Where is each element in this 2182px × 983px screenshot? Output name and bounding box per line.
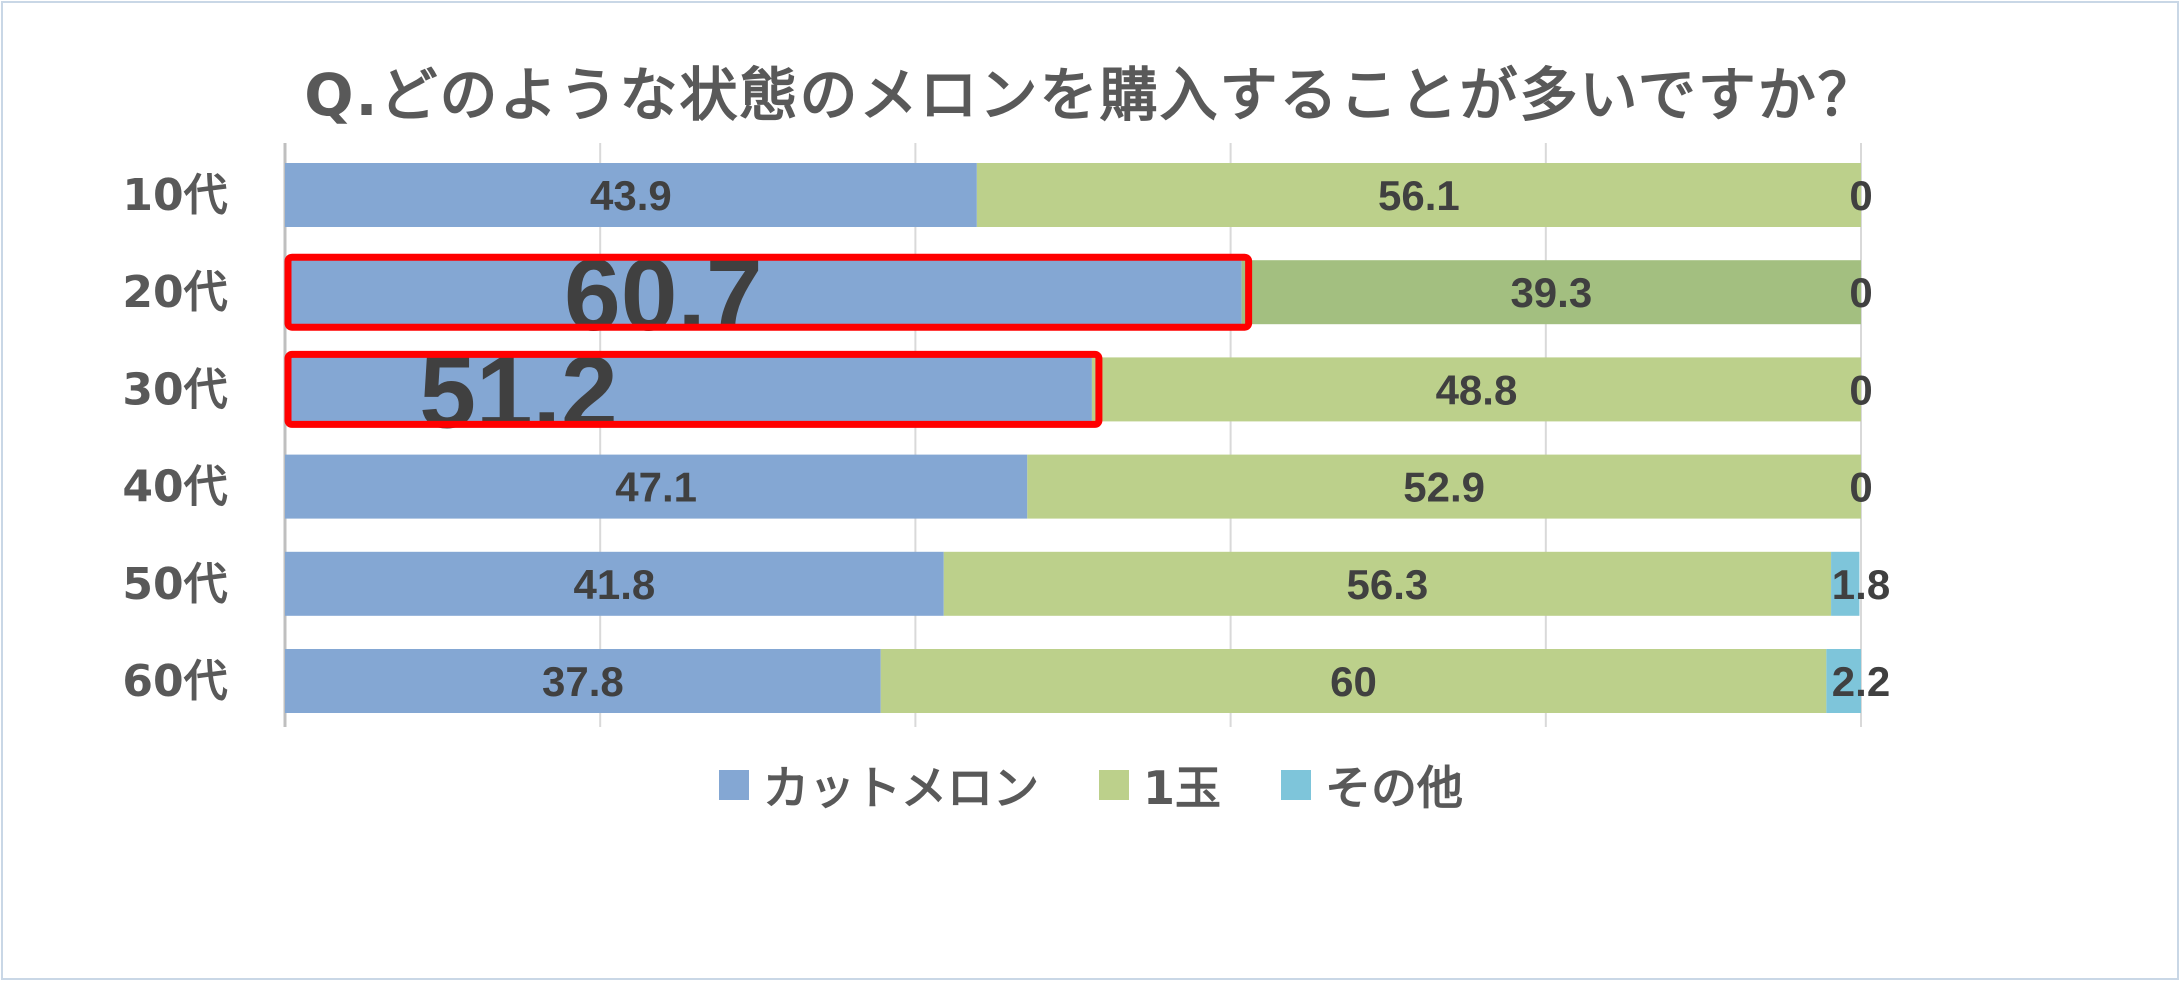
- legend-label-cut-melon: カットメロン: [762, 761, 1039, 815]
- bar-segment: [976, 163, 1861, 227]
- bar-segment: [1091, 357, 1861, 422]
- category-label: 10代: [122, 170, 227, 221]
- bar-segment: [285, 357, 1092, 422]
- highlight-box: [284, 253, 1253, 331]
- category-label: 50代: [122, 559, 227, 610]
- category-label: 20代: [122, 267, 227, 318]
- data-label: 0: [1849, 172, 1872, 219]
- data-label: 60: [1330, 658, 1377, 705]
- category-label: 60代: [122, 656, 227, 707]
- chart-title: Q.どのような状態のメロンを購入することが多いですか？: [304, 61, 1878, 129]
- data-label: 43.9: [590, 172, 672, 219]
- bar-segment: [880, 649, 1827, 713]
- bar-segment: [285, 163, 977, 227]
- category-label: 30代: [122, 364, 227, 415]
- data-label: 47.1: [615, 464, 697, 511]
- legend-label-other: その他: [1325, 761, 1463, 815]
- highlight-box: [284, 350, 1103, 428]
- data-label: 2.2: [1832, 658, 1890, 705]
- legend-swatch-whole-melon: [1098, 770, 1129, 800]
- category-label: 40代: [122, 462, 227, 513]
- legend-label-whole-melon: 1玉: [1142, 761, 1221, 815]
- data-label: 0: [1849, 464, 1872, 511]
- bar-segment: [285, 649, 881, 713]
- legend-item-cut-melon: カットメロン: [718, 752, 1039, 818]
- legend-swatch-other: [1281, 770, 1311, 800]
- legend-item-whole-melon: 1玉: [1098, 752, 1221, 818]
- data-label: 52.9: [1403, 464, 1485, 511]
- bar-segment: [285, 260, 1242, 325]
- data-label: 39.3: [1510, 269, 1592, 316]
- bar-segment: [1241, 260, 1861, 325]
- bar-segment: [1826, 649, 1861, 713]
- bar-segment: [1831, 551, 1860, 616]
- data-label: 0: [1849, 366, 1872, 413]
- data-label: 37.8: [542, 658, 624, 705]
- data-label: 48.8: [1436, 366, 1518, 413]
- bar-segment: [285, 551, 944, 616]
- data-label: 56.1: [1378, 172, 1460, 219]
- data-label: 1.8: [1832, 561, 1890, 608]
- legend-swatch-cut-melon: [718, 770, 749, 800]
- bar-segment: [943, 551, 1832, 616]
- chart-legend: カットメロン 1玉 その他: [0, 752, 2182, 818]
- data-label: 41.8: [574, 561, 656, 608]
- legend-item-other: その他: [1281, 752, 1463, 818]
- data-label: 56.3: [1347, 561, 1429, 608]
- bar-segment: [285, 454, 1028, 519]
- bar-segment: [1027, 454, 1861, 519]
- data-label: 0: [1849, 269, 1872, 316]
